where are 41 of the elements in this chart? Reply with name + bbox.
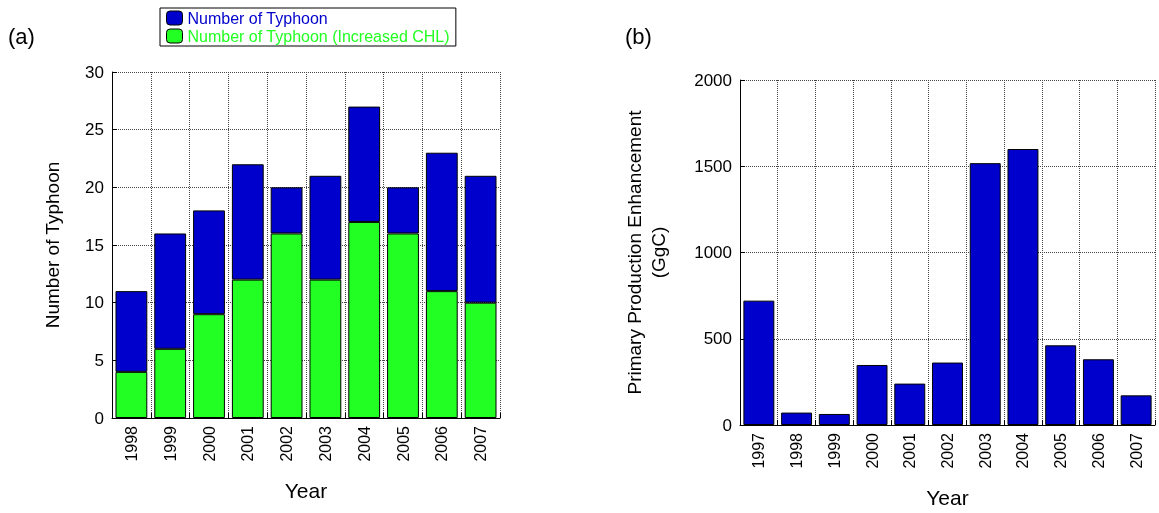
y-axis-title: Primary Production Enhancement (GgC) [623, 109, 669, 395]
y-tick-label: 0 [94, 408, 104, 428]
x-tick-label: 2007 [1127, 432, 1145, 469]
text: (a) [8, 23, 35, 49]
y-tick-label: 500 [703, 329, 732, 349]
x-tick-label: 2006 [433, 425, 451, 462]
x-tick-label: 2005 [394, 425, 412, 462]
y-tick-label: 10 [85, 293, 104, 313]
y-tick-label: 30 [85, 62, 104, 82]
x-tick-label: 2005 [1052, 432, 1070, 469]
x-tick-label: 2003 [976, 432, 994, 469]
y-tick-label: 1500 [694, 156, 732, 176]
legend-label: Number of Typhoon [187, 9, 328, 27]
x-tick-label: 2000 [200, 425, 218, 462]
y-tick-label: 15 [85, 235, 104, 255]
x-tick-label: 2004 [1014, 432, 1032, 469]
x-tick-label: 1997 [750, 432, 768, 469]
text: (b) [625, 23, 652, 49]
y-tick-label: 25 [85, 120, 104, 140]
y-tick-label: 0 [722, 415, 732, 435]
x-tick-label: 2003 [316, 425, 334, 462]
y-axis-title: Number of Typhoon [41, 161, 63, 329]
x-tick-label: 2001 [239, 425, 257, 462]
y-tick-label: 5 [94, 350, 104, 370]
y-tick-label: 1000 [694, 243, 732, 262]
x-tick-label: 1998 [788, 432, 806, 469]
x-tick-label: 2000 [863, 432, 881, 469]
x-tick-label: 1999 [825, 432, 843, 469]
x-tick-label: 1998 [122, 425, 140, 462]
x-tick-label: 1999 [161, 425, 179, 462]
x-tick-label: 2007 [472, 425, 490, 462]
x-tick-label: 2001 [901, 432, 919, 469]
x-tick-label: 2002 [939, 432, 956, 469]
legend-label: Number of Typhoon (Increased CHL) [187, 27, 450, 45]
x-axis-title: Year [926, 486, 969, 509]
y-tick-label: 2000 [694, 70, 732, 90]
x-tick-label: 2006 [1089, 432, 1107, 469]
x-axis-title: Year [284, 479, 328, 502]
x-tick-label: 2002 [278, 425, 296, 462]
x-tick-label: 2004 [355, 425, 373, 462]
y-tick-label: 20 [85, 177, 104, 197]
